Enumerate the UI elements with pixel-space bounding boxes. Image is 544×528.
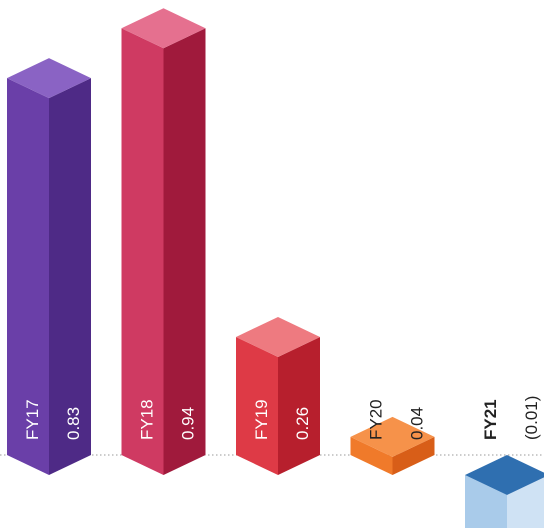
bar-labels: FY17 0.83 FY18 0.94 FY19 0.26 FY20 0.04 FY21 (0.0…	[23, 396, 541, 440]
bar-top-face	[7, 58, 91, 99]
bar-top-face	[121, 8, 206, 49]
bar-front-face	[7, 78, 49, 476]
bar-fy20	[350, 416, 435, 475]
bar-fy21	[465, 455, 544, 528]
bar-front-face	[236, 336, 278, 475]
bar-fy18	[121, 8, 206, 476]
bar-side-face	[392, 436, 435, 475]
bar-fy17	[7, 58, 91, 476]
category-label-fy19: FY19	[252, 399, 271, 440]
value-label-fy21: (0.01)	[522, 396, 541, 440]
category-label-fy21: FY21	[481, 399, 500, 440]
category-label-fy17: FY17	[23, 399, 42, 440]
bar-side-face	[49, 78, 91, 476]
category-label-fy18: FY18	[138, 399, 157, 440]
bar-series	[7, 8, 544, 528]
bar-front-face	[121, 28, 164, 476]
category-label-fy20: FY20	[367, 399, 386, 440]
value-label-fy17: 0.83	[64, 407, 83, 440]
value-label-fy19: 0.26	[293, 407, 312, 440]
bar-top-face	[350, 416, 435, 457]
value-label-fy20: 0.04	[408, 407, 427, 440]
bar-front-face	[465, 475, 507, 528]
value-label-fy18: 0.94	[179, 407, 198, 440]
bar-side-face	[507, 477, 544, 528]
bar-side-face	[278, 336, 320, 475]
bar-fy19	[236, 316, 320, 475]
bar-top-face	[465, 455, 544, 495]
bar-top-face	[236, 316, 320, 357]
bar-side-face	[163, 28, 206, 476]
bar-front-face	[350, 436, 393, 475]
